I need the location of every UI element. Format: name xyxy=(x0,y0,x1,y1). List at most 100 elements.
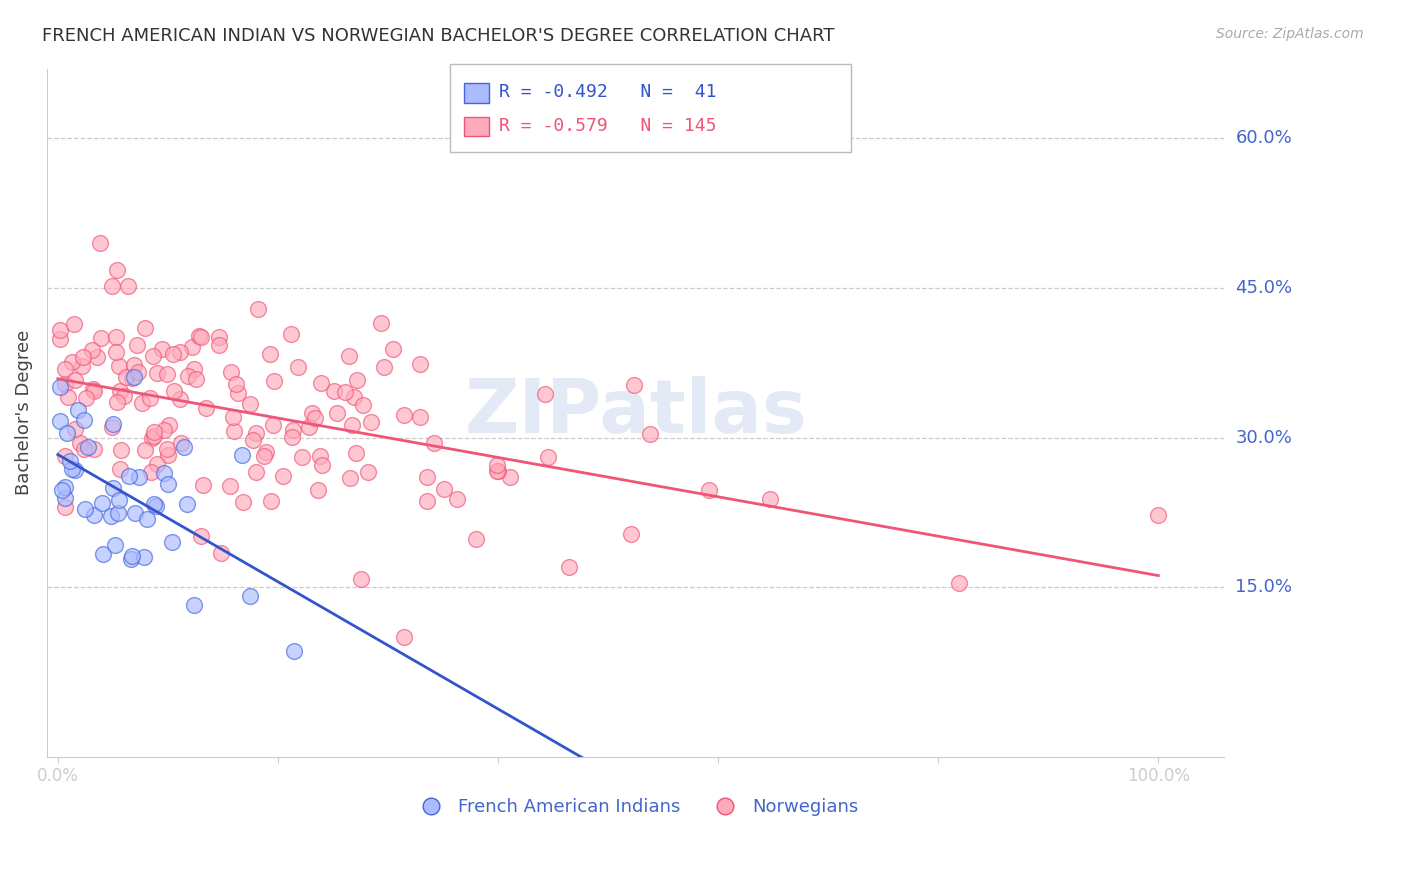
Point xyxy=(416,494,439,508)
Point xyxy=(53,491,76,506)
Point xyxy=(228,385,250,400)
Point xyxy=(141,349,163,363)
Point xyxy=(83,442,105,456)
Point xyxy=(283,643,305,657)
Point xyxy=(142,425,165,439)
Point xyxy=(232,495,254,509)
Point xyxy=(409,357,432,371)
Point xyxy=(65,373,87,387)
Point xyxy=(141,431,163,445)
Point xyxy=(75,391,97,405)
Point xyxy=(156,367,179,381)
Point xyxy=(49,379,72,393)
Point xyxy=(156,448,179,462)
Point xyxy=(558,560,581,574)
Point xyxy=(49,333,72,347)
Point xyxy=(108,492,131,507)
Point xyxy=(69,436,91,450)
Point xyxy=(162,347,184,361)
Point xyxy=(82,382,104,396)
Point xyxy=(139,465,162,479)
Point xyxy=(115,370,138,384)
Point xyxy=(245,465,267,479)
Point xyxy=(49,413,72,427)
Point xyxy=(948,576,970,591)
Point xyxy=(188,329,211,343)
Y-axis label: Bachelor's Degree: Bachelor's Degree xyxy=(15,330,32,495)
Text: FRENCH AMERICAN INDIAN VS NORWEGIAN BACHELOR'S DEGREE CORRELATION CHART: FRENCH AMERICAN INDIAN VS NORWEGIAN BACH… xyxy=(42,27,835,45)
Point xyxy=(254,445,277,459)
Point xyxy=(322,384,344,398)
Point xyxy=(239,397,262,411)
Point xyxy=(143,497,166,511)
Point xyxy=(259,347,281,361)
Point xyxy=(131,396,153,410)
Point xyxy=(253,449,276,463)
Point xyxy=(65,422,87,436)
Point xyxy=(72,359,94,373)
Point xyxy=(56,391,79,405)
Point xyxy=(623,377,645,392)
Point xyxy=(697,483,720,497)
Text: Source: ZipAtlas.com: Source: ZipAtlas.com xyxy=(1216,27,1364,41)
Point xyxy=(105,329,128,343)
Point xyxy=(498,470,520,484)
Point xyxy=(307,483,329,498)
Point xyxy=(464,533,486,547)
Point xyxy=(72,350,94,364)
Point xyxy=(104,538,127,552)
Point xyxy=(183,362,205,376)
Point xyxy=(247,302,270,317)
Point xyxy=(291,450,314,464)
Point xyxy=(173,440,195,454)
Point xyxy=(340,418,363,433)
Point xyxy=(222,424,245,438)
Point xyxy=(103,481,125,495)
Point xyxy=(66,403,89,417)
Point xyxy=(209,545,232,559)
Point xyxy=(101,278,124,293)
Point xyxy=(143,429,166,443)
Point xyxy=(146,366,169,380)
Point xyxy=(283,423,305,437)
Point xyxy=(105,263,128,277)
Point xyxy=(304,410,326,425)
Text: R = -0.492   N =  41: R = -0.492 N = 41 xyxy=(499,83,717,101)
Point xyxy=(134,443,156,458)
Point xyxy=(127,365,149,379)
Point xyxy=(89,236,111,251)
Point xyxy=(146,457,169,471)
Point xyxy=(181,340,204,354)
Point xyxy=(163,384,186,398)
Point xyxy=(408,410,430,425)
Point xyxy=(118,469,141,483)
Point xyxy=(73,412,96,426)
Point xyxy=(208,330,231,344)
Point xyxy=(184,371,207,385)
Point xyxy=(72,442,94,456)
Point xyxy=(63,462,86,476)
Point xyxy=(339,471,361,485)
Point xyxy=(433,482,456,496)
Point xyxy=(139,391,162,405)
Point xyxy=(382,342,405,356)
Point xyxy=(640,427,662,442)
Point xyxy=(122,369,145,384)
Point xyxy=(415,470,437,484)
Point xyxy=(122,358,145,372)
Point xyxy=(124,506,146,520)
Point xyxy=(225,377,247,392)
Point xyxy=(169,392,191,406)
Text: 15.0%: 15.0% xyxy=(1236,578,1292,597)
Point xyxy=(53,500,76,514)
Point xyxy=(239,589,262,603)
Point xyxy=(534,387,557,401)
Point xyxy=(56,426,79,441)
Point xyxy=(301,406,323,420)
Point xyxy=(176,498,198,512)
Point xyxy=(134,549,156,564)
Point xyxy=(136,512,159,526)
Point xyxy=(51,483,73,497)
Point xyxy=(337,349,360,363)
Point xyxy=(245,426,267,441)
